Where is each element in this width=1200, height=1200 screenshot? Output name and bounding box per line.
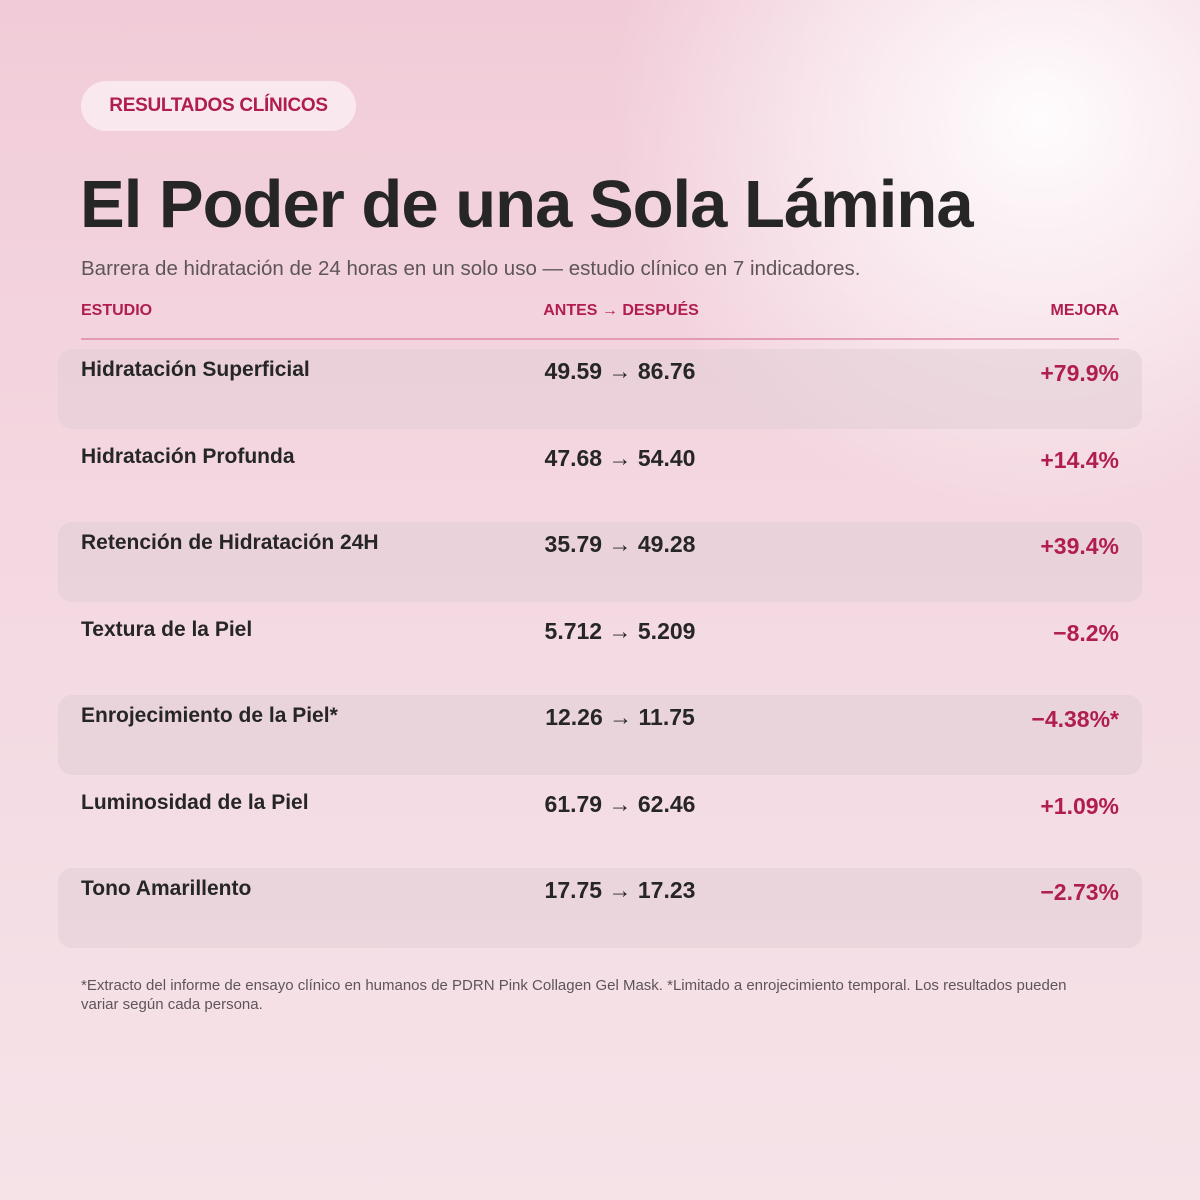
table-row: Luminosidad de la Piel 61.79 → 62.46 +1.… [58,782,1142,862]
table-row: Enrojecimiento de la Piel* 12.26 → 11.75… [58,695,1142,775]
table-row: Hidratación Superficial 49.59 → 86.76 +7… [58,349,1142,429]
row-study-name: Textura de la Piel [81,617,253,641]
table-row: Retención de Hidratación 24H 35.79 → 49.… [58,522,1142,602]
header-before-after: ANTES → DESPUÉS [543,302,699,319]
footnote: *Extracto del informe de ensayo clínico … [81,977,1067,1013]
row-improvement: +14.4% [1040,446,1119,473]
row-study-name: Tono Amarillento [81,877,252,900]
header-improvement: MEJORA [1050,302,1119,319]
row-study-name: Hidratación Superficial [81,358,310,381]
table-row: Textura de la Piel 5.712 → 5.209 −8.2% [58,609,1142,689]
row-study-name: Retención de Hidratación 24H [81,531,379,554]
row-improvement: −2.73% [1040,879,1119,905]
header-study: ESTUDIO [81,302,153,319]
row-before-after: 12.26 → 11.75 [545,704,695,730]
row-before-after: 49.59 → 86.76 [544,358,696,384]
row-before-after: 17.75 → 17.23 [544,877,696,903]
page-subtitle: Barrera de hidratación de 24 horas en un… [81,257,861,280]
page-title: El Poder de una Sola Lámina [80,167,974,242]
row-improvement: −4.38%* [1031,706,1119,732]
section-badge: RESULTADOS CLÍNICOS [81,81,356,131]
table-row: Tono Amarillento 17.75 → 17.23 −2.73% [58,868,1142,948]
row-study-name: Enrojecimiento de la Piel* [81,704,338,727]
row-improvement: +39.4% [1040,533,1119,559]
row-before-after: 5.712 → 5.209 [544,617,696,644]
row-before-after: 35.79 → 49.28 [544,531,696,557]
table-row: Hidratación Profunda 47.68 → 54.40 +14.4… [58,436,1142,516]
row-before-after: 47.68 → 54.40 [544,444,696,471]
row-improvement: −8.2% [1053,619,1119,646]
row-improvement: +79.9% [1040,360,1119,386]
row-study-name: Luminosidad de la Piel [81,790,309,814]
row-improvement: +1.09% [1040,792,1119,819]
row-study-name: Hidratación Profunda [81,444,295,468]
row-before-after: 61.79 → 62.46 [544,790,696,817]
results-table: Hidratación Superficial 49.59 → 86.76 +7… [58,349,1142,955]
table-header: ESTUDIO ANTES → DESPUÉS MEJORA [81,300,1119,340]
